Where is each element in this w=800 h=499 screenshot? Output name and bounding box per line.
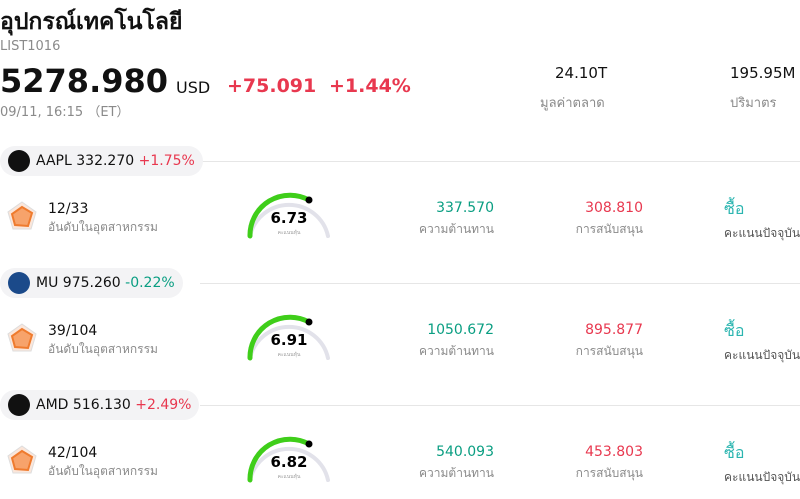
support-label: การสนับสนุน [575, 222, 643, 236]
rank: 39/104 [48, 323, 98, 339]
support: 453.803 [585, 444, 643, 460]
score-gauge: 6.73 คะแนนหุ้น [247, 192, 330, 239]
stat-label: มูลค่าตลาด [540, 96, 605, 111]
rating: ซื้อ [724, 443, 745, 462]
support: 308.810 [585, 200, 643, 216]
rating-label: คะแนนปัจจุบัน [724, 348, 800, 362]
score-label: คะแนนหุ้น [278, 351, 301, 358]
rating-label: คะแนนปัจจุบัน [724, 226, 800, 240]
rank: 42/104 [48, 445, 98, 461]
radar-icon [7, 323, 37, 352]
stock-change: -0.22% [125, 275, 175, 291]
stock-pill[interactable]: AMD 516.130 +2.49% [0, 390, 200, 420]
stock-price: 332.270 [76, 153, 135, 169]
resistance-label: ความต้านทาน [419, 344, 494, 358]
rating-label: คะแนนปัจจุบัน [724, 470, 800, 484]
rating: ซื้อ [724, 321, 745, 340]
radar-icon [7, 445, 37, 474]
separator [200, 283, 800, 284]
stock-pill[interactable]: AAPL 332.270 +1.75% [0, 146, 203, 176]
stat-value: 195.95M [730, 64, 796, 82]
resistance: 1050.672 [427, 322, 494, 338]
score-label: คะแนนหุ้น [278, 473, 301, 480]
support: 895.877 [585, 322, 643, 338]
code: LIST1016 [0, 39, 61, 54]
stock-logo [8, 272, 30, 294]
resistance: 337.570 [436, 200, 494, 216]
separator [200, 161, 800, 162]
score-gauge: 6.91 คะแนนหุ้น [247, 314, 330, 361]
currency: USD [176, 78, 211, 97]
rating: ซื้อ [724, 199, 745, 218]
score-gauge: 6.82 คะแนนหุ้น [247, 436, 330, 483]
change: +75.091 [227, 75, 317, 97]
support-label: การสนับสนุน [575, 466, 643, 480]
radar-icon [7, 201, 37, 230]
score: 6.73 [270, 209, 307, 227]
change-pct: +1.44% [329, 75, 411, 97]
title: อุปกรณ์เทคโนโลยี [0, 9, 183, 35]
support-label: การสนับสนุน [575, 344, 643, 358]
price: 5278.980 [0, 62, 169, 100]
ticker: AAPL [36, 153, 72, 169]
rank-label: อันดับในอุตสาหกรรม [48, 342, 158, 356]
time: 09/11, 16:15 （ET） [0, 105, 130, 120]
stock-change: +1.75% [138, 153, 195, 169]
ticker: MU [36, 275, 59, 291]
separator [200, 405, 800, 406]
rank-label: อันดับในอุตสาหกรรม [48, 464, 158, 478]
stat-value: 24.10T [555, 64, 608, 82]
score: 6.91 [270, 331, 307, 349]
ticker: AMD [36, 397, 69, 413]
resistance-label: ความต้านทาน [419, 222, 494, 236]
stock-change: +2.49% [135, 397, 192, 413]
stock-price: 975.260 [62, 275, 121, 291]
rank: 12/33 [48, 201, 89, 217]
score: 6.82 [270, 453, 307, 471]
score-label: คะแนนหุ้น [278, 229, 301, 236]
stock-logo [8, 150, 30, 172]
stock-pill[interactable]: MU 975.260 -0.22% [0, 268, 183, 298]
stock-logo [8, 394, 30, 416]
stock-price: 516.130 [72, 397, 131, 413]
stat-label: ปริมาตร [730, 96, 777, 111]
resistance: 540.093 [436, 444, 494, 460]
rank-label: อันดับในอุตสาหกรรม [48, 220, 158, 234]
resistance-label: ความต้านทาน [419, 466, 494, 480]
